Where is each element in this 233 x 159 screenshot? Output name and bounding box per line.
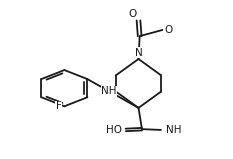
Text: O: O [164,25,172,35]
Text: NH: NH [166,125,182,135]
Text: HO: HO [106,125,122,135]
Text: F: F [56,101,62,111]
Text: N: N [135,48,142,58]
Text: O: O [128,8,136,18]
Text: NH: NH [101,86,117,96]
